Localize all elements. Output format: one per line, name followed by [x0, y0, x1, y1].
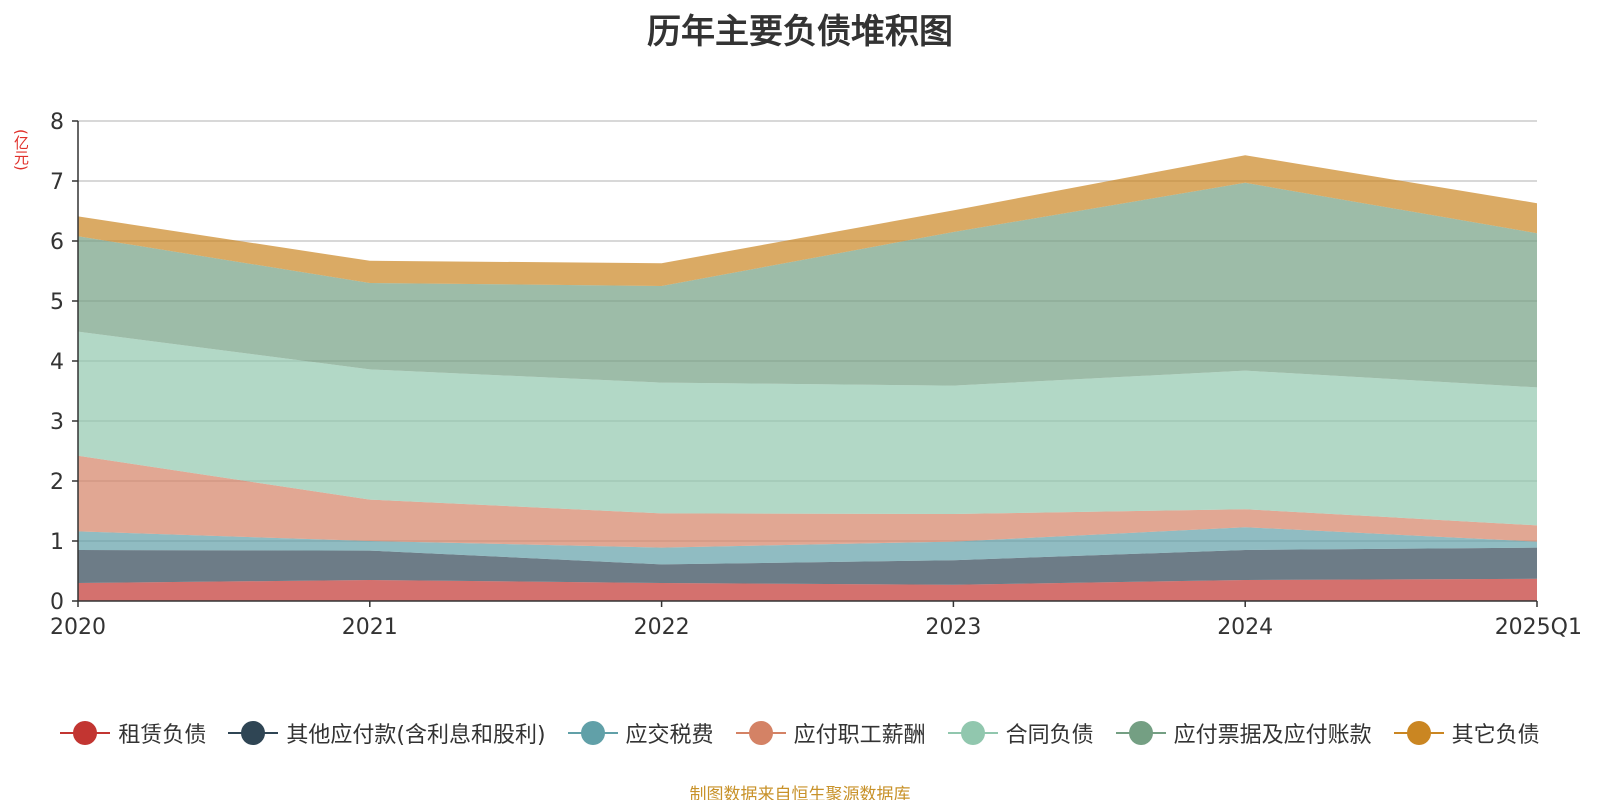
legend-marker	[1115, 720, 1166, 746]
legend-item[interactable]: 合同负债	[947, 717, 1094, 749]
x-tick-label: 2023	[925, 615, 981, 640]
legend-dot	[241, 721, 266, 745]
x-tick-label: 2025Q1	[1495, 615, 1582, 640]
legend-dot	[1128, 721, 1153, 745]
y-tick-label: 0	[50, 590, 64, 615]
legend-item[interactable]: 其它负债	[1393, 717, 1540, 749]
legend-dot	[580, 721, 605, 745]
area-series-3	[78, 455, 1537, 548]
y-tick-label: 4	[50, 350, 64, 375]
y-tick-label: 3	[50, 410, 64, 435]
legend-label: 租赁负债	[118, 723, 207, 748]
area-series-6	[78, 155, 1537, 286]
y-tick-label: 8	[50, 110, 64, 135]
legend-marker	[735, 720, 786, 746]
legend-marker	[567, 720, 618, 746]
y-tick-label: 2	[50, 470, 64, 495]
area-series-1	[78, 547, 1537, 585]
legend: 租赁负债 其他应付款(含利息和股利) 应交税费 应付职工薪酬 合同负债 应付票据及应付账款…	[0, 715, 1600, 751]
legend-item[interactable]: 其他应付款(含利息和股利)	[228, 717, 546, 749]
legend-marker	[1393, 720, 1444, 746]
source-note: 制图数据来自恒生聚源数据库	[689, 785, 911, 800]
legend-dot	[1406, 721, 1431, 745]
y-axis-unit-label: (亿元)	[12, 129, 30, 171]
legend-item[interactable]: 应交税费	[567, 717, 714, 749]
chart-title: 历年主要负债堆积图	[647, 12, 953, 52]
legend-label: 应付票据及应付账款	[1173, 723, 1372, 748]
legend-label: 其它负债	[1451, 723, 1540, 748]
legend-marker	[947, 720, 998, 746]
x-tick-label: 2021	[342, 615, 398, 640]
x-tick-label: 2024	[1217, 615, 1273, 640]
stacked-areas	[78, 155, 1537, 601]
legend-marker	[60, 720, 111, 746]
x-tick-label: 2020	[50, 615, 106, 640]
legend-item[interactable]: 应付票据及应付账款	[1115, 717, 1372, 749]
y-tick-label: 5	[50, 290, 64, 315]
y-tick-label: 6	[50, 230, 64, 255]
legend-label: 应付职工薪酬	[793, 723, 926, 748]
x-tick-label: 2022	[634, 615, 690, 640]
legend-dot	[960, 721, 985, 745]
legend-item[interactable]: 租赁负债	[60, 717, 206, 749]
plot-area: 0 1 2 3 4 5 6 7 8 2020 2021 2022 2023 2024 2025Q1	[50, 110, 1582, 640]
legend-label: 合同负债	[1005, 723, 1094, 748]
y-tick-label: 7	[50, 170, 64, 195]
legend-dot	[748, 721, 773, 745]
area-series-2	[78, 527, 1537, 565]
legend-marker	[228, 720, 279, 746]
axes	[72, 120, 1538, 607]
legend-item[interactable]: 应付职工薪酬	[735, 717, 926, 749]
legend-label: 应交税费	[625, 723, 714, 748]
y-tick-label: 1	[50, 530, 64, 555]
area-series-0	[78, 578, 1537, 601]
tick-labels: 0 1 2 3 4 5 6 7 8 2020 2021 2022 2023 2024 2025Q1	[50, 110, 1582, 640]
legend-dot	[73, 721, 98, 745]
area-series-4	[78, 331, 1537, 526]
area-series-5	[78, 182, 1537, 388]
legend-label: 其他应付款(含利息和股利)	[286, 723, 546, 748]
